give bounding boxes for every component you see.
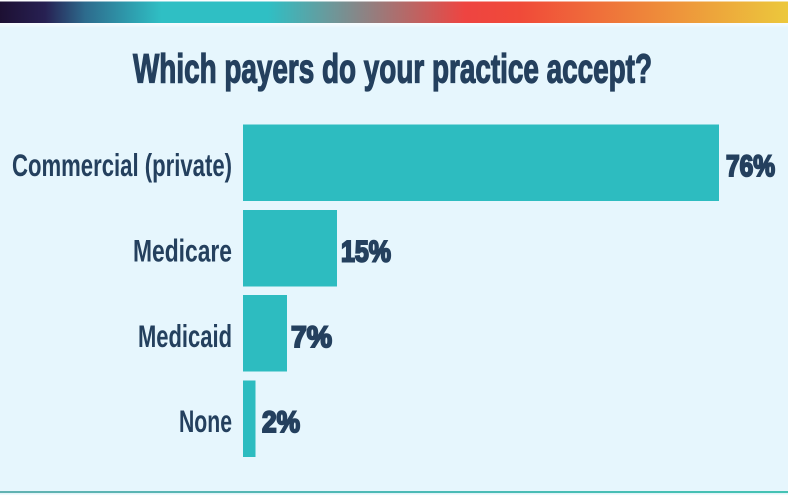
svg-text:Medicare: Medicare xyxy=(133,232,232,268)
svg-text:76%: 76% xyxy=(726,150,775,183)
svg-text:Medicaid: Medicaid xyxy=(138,318,232,354)
svg-text:2%: 2% xyxy=(262,406,300,439)
svg-text:None: None xyxy=(179,403,232,439)
svg-text:15%: 15% xyxy=(341,235,391,268)
svg-text:Commercial (private): Commercial (private) xyxy=(12,147,232,183)
svg-text:Which payers do your practice: Which payers do your practice accept? xyxy=(133,46,652,92)
svg-text:7%: 7% xyxy=(291,321,332,354)
